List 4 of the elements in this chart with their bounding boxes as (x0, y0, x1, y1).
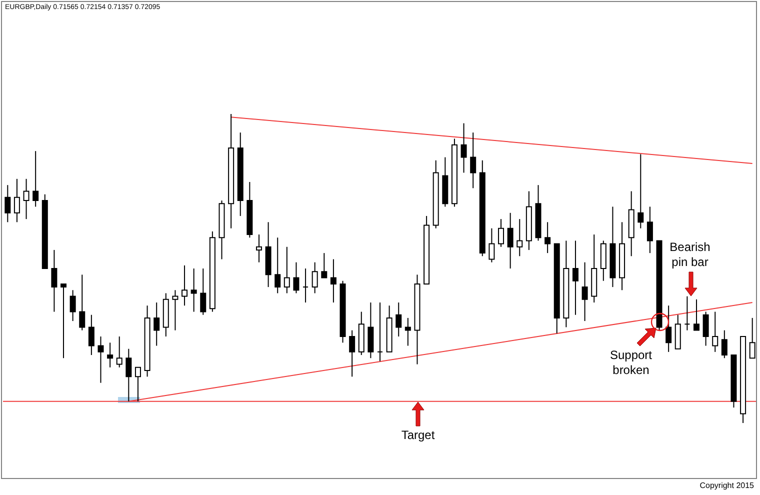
annotation: Bearish pin bar (668, 240, 712, 270)
text: Copyright 2015 (698, 480, 754, 492)
annotation: Support broken (608, 348, 654, 378)
text: Target (400, 428, 436, 443)
